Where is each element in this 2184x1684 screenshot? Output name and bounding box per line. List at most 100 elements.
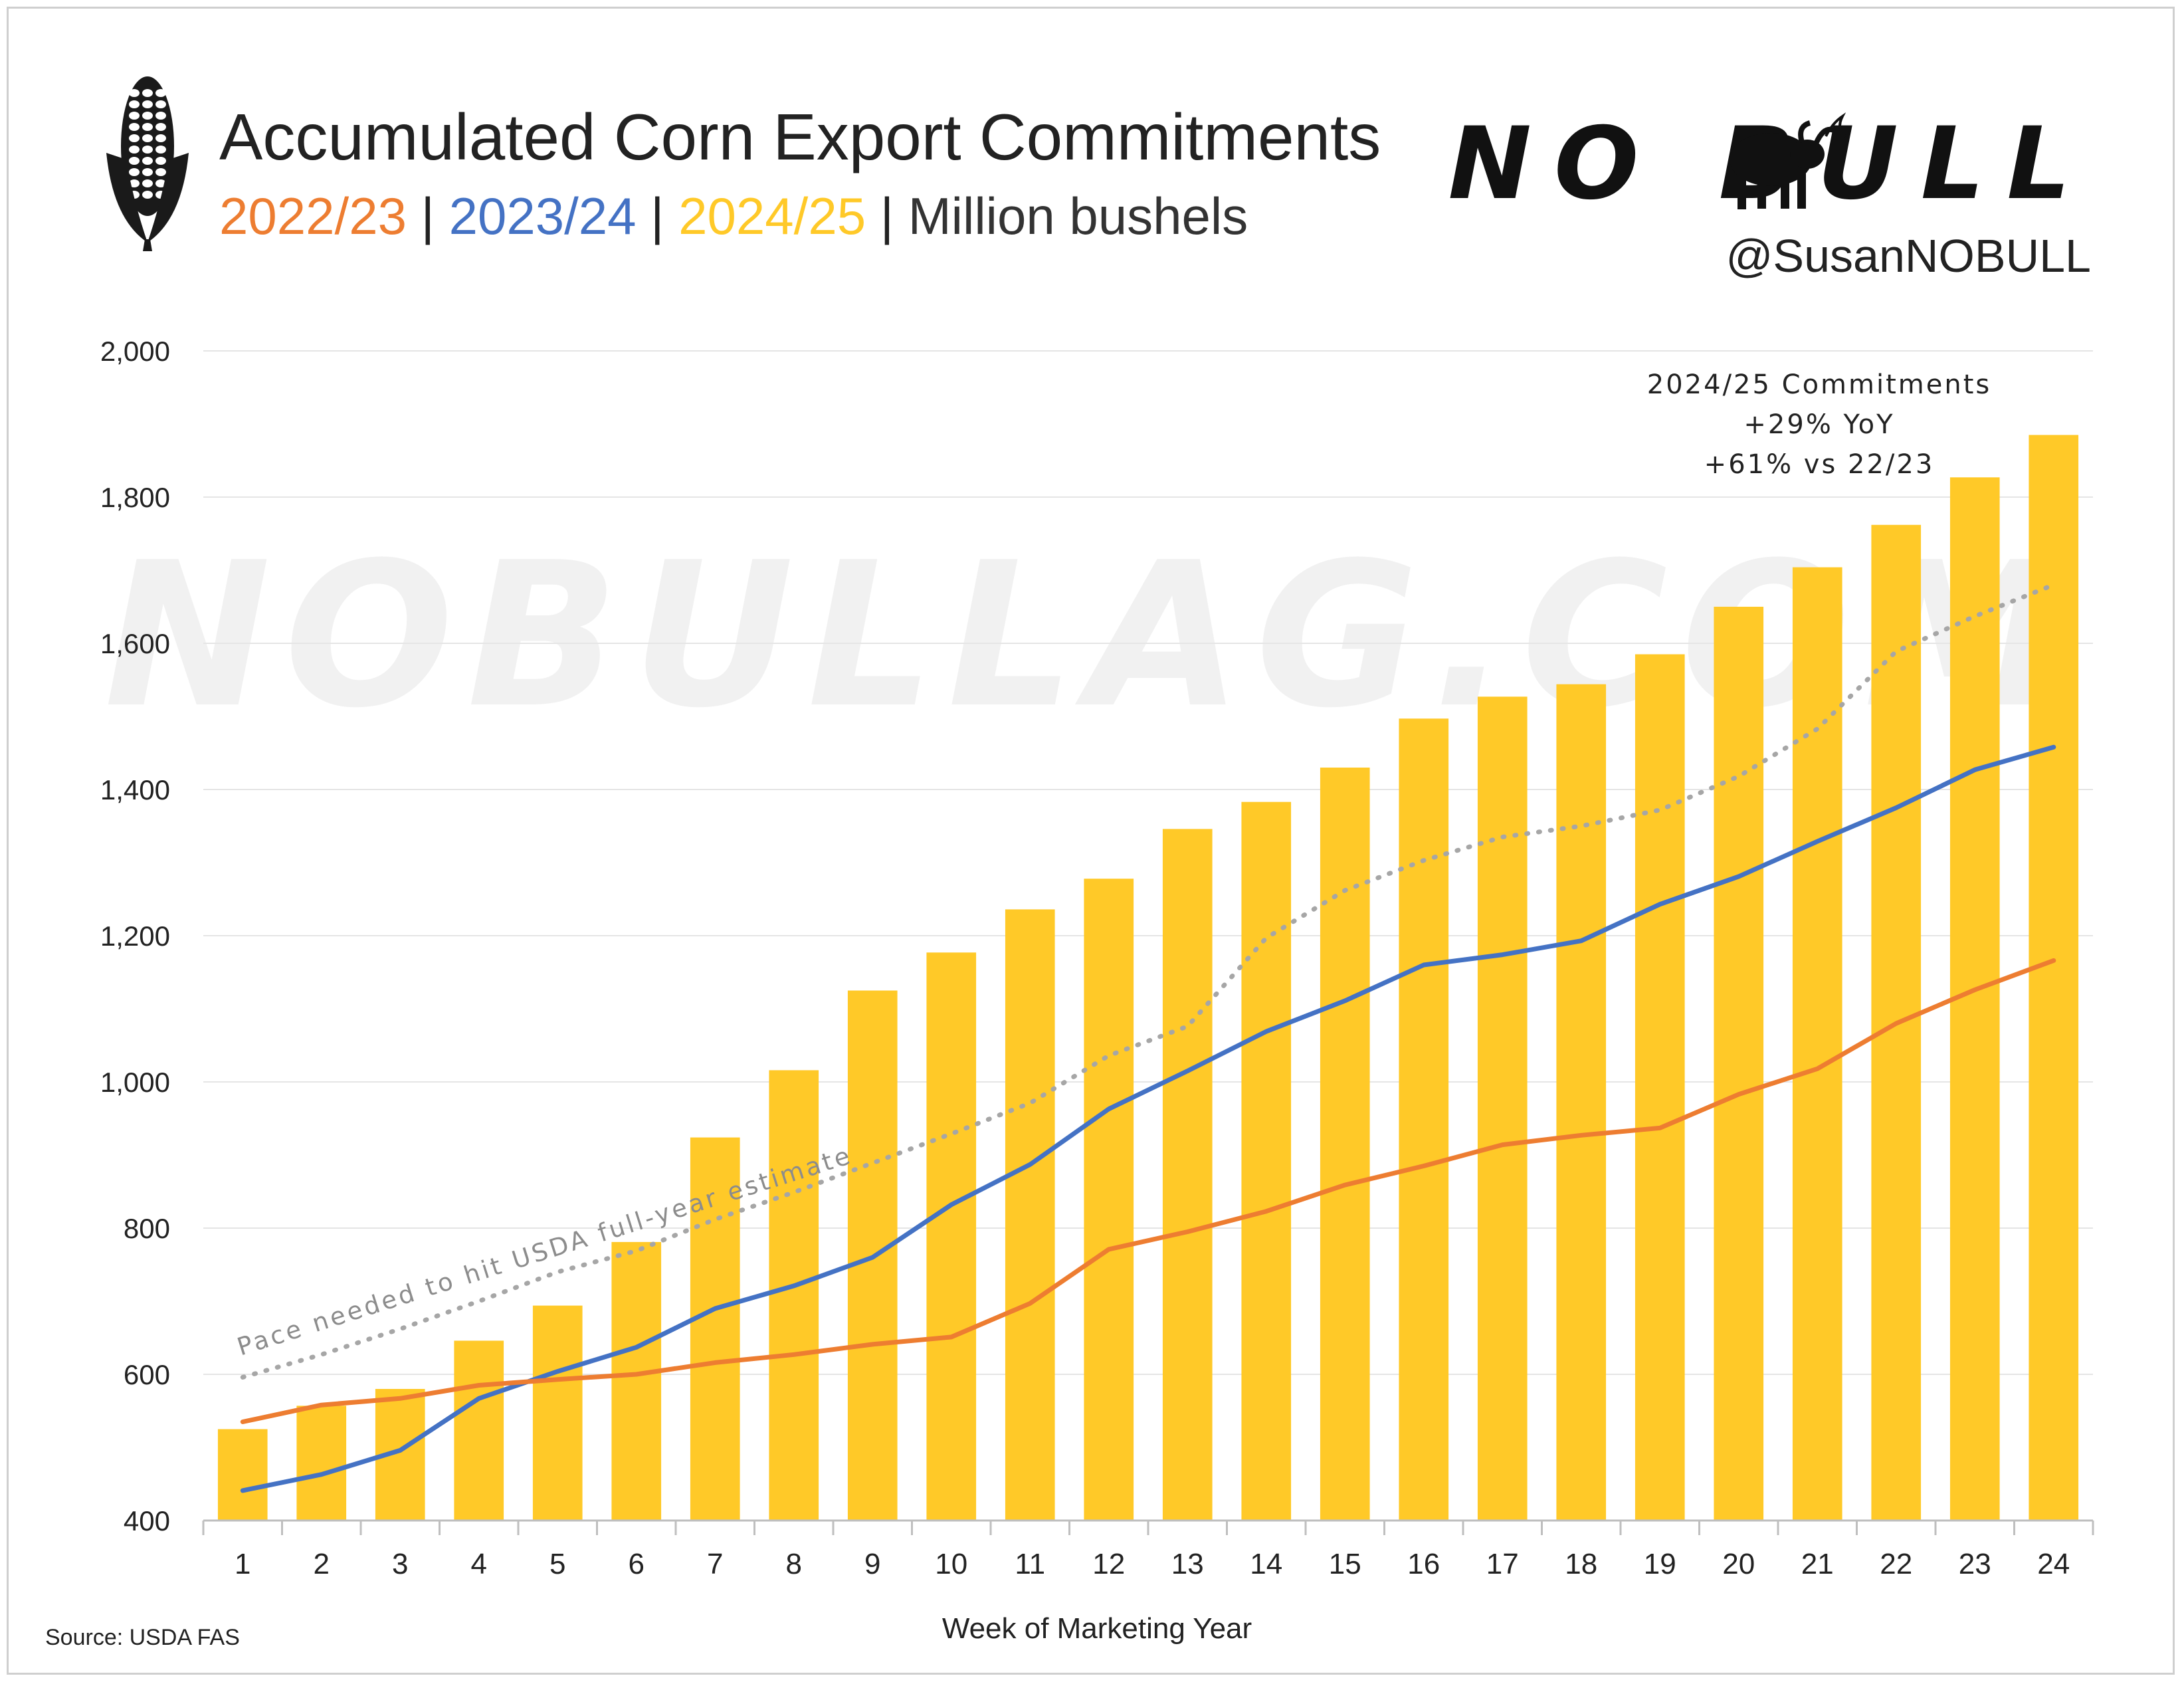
subtitle-2024-25: 2024/25: [678, 187, 866, 245]
corn-kernel: [155, 146, 166, 154]
bar-2024-25: [1714, 607, 1764, 1521]
source-note: Source: USDA FAS: [45, 1625, 240, 1650]
bar-2024-25: [1477, 696, 1528, 1521]
corn-kernel: [142, 179, 153, 187]
bar-2024-25: [217, 1429, 268, 1521]
corn-kernel: [142, 157, 153, 165]
x-tick-label: 7: [707, 1548, 723, 1580]
y-tick-label: 1,000: [100, 1067, 170, 1098]
x-tick-label: 21: [1801, 1548, 1834, 1580]
x-tick-label: 8: [786, 1548, 802, 1580]
bar-2024-25: [1556, 684, 1607, 1521]
line-2023-24: [240, 744, 2056, 1493]
x-tick-label: 5: [549, 1548, 565, 1580]
corn-kernel: [142, 134, 153, 142]
subtitle-2023-24: 2023/24: [448, 187, 637, 245]
chart-subtitle: 2022/23 | 2023/24 | 2024/25 | Million bu…: [219, 186, 1248, 247]
gridlines: [203, 350, 2093, 1375]
line-2022-23: [240, 958, 2056, 1424]
y-tick-label: 1,800: [100, 482, 170, 513]
corn-kernel: [142, 123, 153, 131]
x-tick-label: 6: [629, 1548, 645, 1580]
callout-line-2: +29% YoY: [1743, 409, 1894, 440]
callout: 2024/25 Commitments +29% YoY +61% vs 22/…: [1647, 369, 1991, 480]
x-tick-label: 2: [314, 1548, 330, 1580]
y-tick-label: 800: [124, 1213, 170, 1244]
x-tick-label: 14: [1250, 1548, 1282, 1580]
x-tick-label: 13: [1171, 1548, 1204, 1580]
x-tick-label: 24: [2037, 1548, 2070, 1580]
y-tick-label: 1,600: [100, 628, 170, 659]
bar-2024-25: [769, 1070, 819, 1521]
corn-kernel: [155, 112, 166, 120]
y-tick-label: 2,000: [100, 336, 170, 367]
bar-2024-25: [1162, 829, 1213, 1521]
corn-kernel: [129, 157, 140, 165]
bar-2024-25: [1241, 801, 1292, 1521]
y-tick-label: 600: [124, 1359, 170, 1390]
bar-2024-25: [1635, 654, 1685, 1521]
corn-kernel: [129, 112, 140, 120]
bar-2024-25: [1084, 879, 1134, 1521]
bar-2024-25: [611, 1241, 662, 1521]
bar-2024-25: [1792, 567, 1842, 1521]
bar-2024-25: [2029, 435, 2079, 1521]
corn-kernel: [142, 112, 153, 120]
series-lines: [240, 582, 2056, 1493]
watermark: NOBULLAG.COM: [104, 520, 2076, 752]
corn-kernel: [129, 146, 140, 154]
corn-kernel: [142, 146, 153, 154]
corn-kernel: [129, 123, 140, 131]
no-bull-logo: NO BULL: [1448, 106, 2070, 222]
bars-2024-25: [217, 435, 2079, 1521]
y-tick-label: 1,200: [100, 920, 170, 952]
subtitle-2022-23: 2022/23: [219, 187, 407, 245]
x-tick-label: 10: [935, 1548, 967, 1580]
corn-kernel: [129, 89, 140, 97]
twitter-handle: @SusanNOBULL: [1726, 230, 2091, 282]
bull-icon: [1730, 112, 1847, 209]
x-tick-label: 1: [235, 1548, 250, 1580]
chart-title: Accumulated Corn Export Commitments: [219, 100, 1381, 173]
axes: 400 600 800 1,000 1,200 1,400 1,600 1,800 2,000 1…: [100, 336, 2094, 1580]
corn-icon: [106, 76, 189, 251]
bar-2024-25: [532, 1305, 583, 1521]
line-usda-pace: [240, 582, 2056, 1380]
x-tick-label: 3: [392, 1548, 408, 1580]
corn-kernel: [155, 168, 166, 176]
y-tick-label: 1,400: [100, 774, 170, 805]
bar-2024-25: [690, 1137, 740, 1521]
x-tick-label: 16: [1407, 1548, 1440, 1580]
x-axis-label: Week of Marketing Year: [942, 1612, 1252, 1645]
x-tick-label: 9: [864, 1548, 880, 1580]
corn-kernel: [155, 179, 166, 187]
bar-2024-25: [1005, 909, 1055, 1521]
x-tick-label: 4: [471, 1548, 487, 1580]
corn-kernel: [155, 100, 166, 108]
corn-kernel: [129, 134, 140, 142]
x-tick-label: 18: [1565, 1548, 1597, 1580]
x-tick-label: 12: [1092, 1548, 1125, 1580]
corn-kernel: [142, 191, 153, 199]
x-tick-label: 22: [1880, 1548, 1912, 1580]
corn-kernel: [142, 89, 153, 97]
corn-kernel: [155, 89, 166, 97]
callout-line-1: 2024/25 Commitments: [1647, 369, 1991, 400]
x-tick-label: 20: [1722, 1548, 1755, 1580]
corn-kernel: [155, 157, 166, 165]
x-tick-label: 15: [1329, 1548, 1361, 1580]
corn-kernel: [155, 123, 166, 131]
x-tick-label: 17: [1486, 1548, 1519, 1580]
corn-kernel: [155, 134, 166, 142]
corn-kernel: [129, 100, 140, 108]
corn-kernel: [142, 100, 153, 108]
corn-kernel: [142, 168, 153, 176]
corn-kernel: [129, 179, 140, 187]
bar-2024-25: [1399, 718, 1449, 1521]
bar-2024-25: [296, 1406, 347, 1521]
subtitle-separator: |: [406, 187, 449, 245]
bar-2024-25: [454, 1340, 504, 1521]
x-tick-label: 19: [1644, 1548, 1676, 1580]
bar-2024-25: [926, 952, 977, 1521]
